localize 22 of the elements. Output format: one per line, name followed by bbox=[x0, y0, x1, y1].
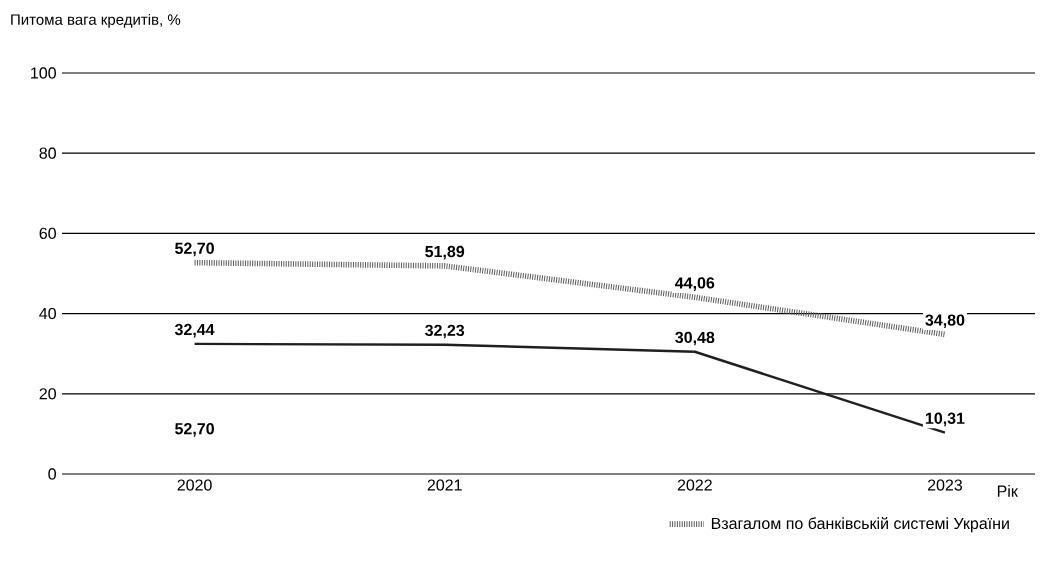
x-axis-title: Рік bbox=[997, 485, 1018, 497]
legend-label: Взагалом по банківській системі України bbox=[711, 517, 1009, 533]
data-label: 51,89 bbox=[425, 245, 465, 260]
data-label: 10,31 bbox=[925, 412, 965, 427]
data-label: 30,48 bbox=[675, 331, 715, 346]
x-tick-label: 2021 bbox=[427, 479, 462, 491]
y-axis-title: Питома вага кредитів, % bbox=[11, 13, 181, 28]
x-tick-label: 2022 bbox=[677, 479, 712, 491]
y-tick-label: 60 bbox=[39, 227, 56, 240]
x-tick-label: 2023 bbox=[927, 479, 963, 491]
y-tick-label: 0 bbox=[48, 468, 56, 480]
data-label: 32,23 bbox=[425, 324, 465, 339]
y-tick-label: 20 bbox=[39, 388, 56, 400]
y-tick-label: 40 bbox=[39, 307, 56, 320]
data-label: 32,44 bbox=[174, 323, 215, 338]
data-label: 34,80 bbox=[925, 314, 965, 329]
y-tick-label: 100 bbox=[31, 67, 56, 79]
data-label: 52,70 bbox=[175, 242, 214, 257]
y-tick-label: 80 bbox=[39, 147, 56, 159]
x-tick-label: 2020 bbox=[177, 479, 212, 491]
annotation: 52,70 bbox=[175, 423, 214, 437]
data-label: 44,06 bbox=[675, 277, 715, 291]
